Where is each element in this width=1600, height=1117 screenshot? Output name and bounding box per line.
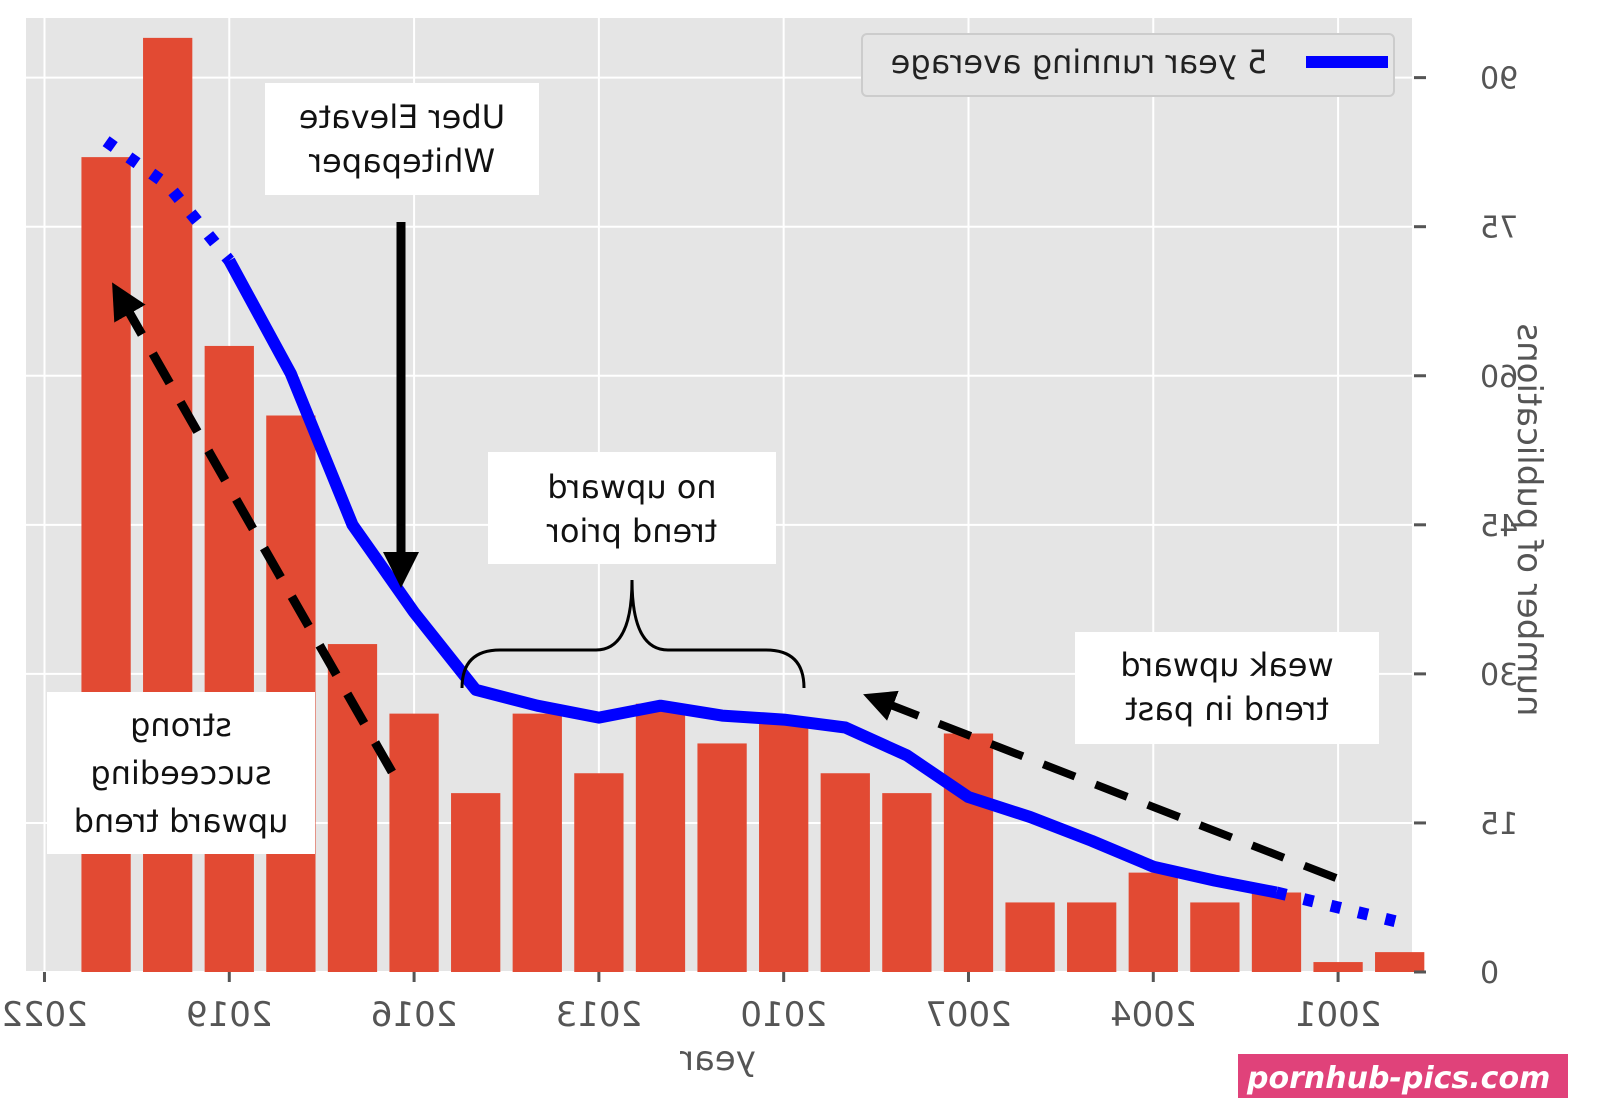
bar-2008: [882, 793, 932, 972]
bar-2000: [1375, 952, 1425, 972]
running-average-line: [224, 257, 1278, 899]
running-average-dotted-2: [1275, 886, 1402, 929]
annotation-line-2: Whitepaper: [308, 142, 495, 180]
bar-2007: [943, 733, 994, 972]
running-average-lines: [102, 136, 1402, 929]
x-tick-label: 2010: [740, 995, 827, 1035]
y-axis: 0 15 30 45 60 75 90: [1414, 62, 1518, 991]
bar-2012: [635, 703, 686, 972]
y-tick-label: 60: [1480, 360, 1518, 395]
annotation-box: [265, 83, 539, 195]
legend-label: 5 year running average: [891, 43, 1268, 81]
bar-2001: [1313, 962, 1363, 972]
x-tick-label: 2007: [925, 995, 1012, 1035]
y-tick-label: 90: [1480, 62, 1518, 97]
curly-brace: [460, 579, 806, 689]
y-axis-label: number of publications: [1509, 323, 1549, 716]
x-axis-label: year: [680, 1039, 756, 1079]
annotation-line-1: strong: [130, 706, 232, 744]
annotation-line-2: trend in past: [1125, 690, 1329, 728]
annotation-line-1: Uber Elevate: [299, 98, 505, 136]
y-tick-label: 30: [1480, 658, 1518, 693]
annotation-box: [47, 692, 315, 854]
annotation-weak-upward-trend: weak upward trend in past: [1075, 632, 1379, 744]
bar-2019: [204, 345, 254, 972]
bar-2004: [1128, 872, 1178, 972]
watermark-background: [1238, 1054, 1568, 1098]
annotation-line-2: trend prior: [546, 512, 717, 550]
legend: 5 year running average: [861, 33, 1395, 97]
y-tick-label: 0: [1480, 956, 1499, 991]
bar-2016: [389, 713, 439, 972]
y-tick-label: 45: [1480, 509, 1518, 544]
bar-2014: [512, 713, 562, 972]
running-average-dotted-1: [102, 136, 234, 265]
bar-2011: [697, 743, 747, 972]
watermark: pornhub-pics.com: [1238, 1054, 1568, 1098]
x-tick-label: 2019: [186, 995, 273, 1035]
bar-2017: [327, 644, 378, 972]
x-tick-label: 2016: [371, 995, 458, 1035]
weak-trend-arrow: [863, 690, 1338, 882]
bar-2009: [820, 773, 870, 972]
bar-2003: [1190, 902, 1240, 972]
annotation-uber-elevate: Uber Elevate Whitepaper: [265, 83, 539, 195]
annotation-line-1: no upward: [547, 468, 716, 506]
y-tick-label: 15: [1480, 807, 1518, 842]
bar-2015: [451, 793, 501, 972]
x-tick-label: 2004: [1110, 995, 1197, 1035]
bar-2005: [1067, 902, 1117, 972]
annotation-line-3: upward trend: [74, 802, 289, 840]
y-tick-label: 75: [1480, 211, 1518, 246]
x-tick-label: 2013: [556, 995, 643, 1035]
annotation-line-2: succeeding: [90, 754, 271, 792]
x-axis: 2022 2019 2016 2013 2010 2007 2004 2001: [1, 972, 1381, 1035]
annotation-strong-upward-trend: strong succeeding upward trend: [47, 692, 315, 854]
annotation-no-upward-trend: no upward trend prior: [488, 452, 776, 564]
bar-2002: [1251, 892, 1302, 972]
strong-trend-arrow: [112, 282, 396, 775]
bar-2010: [759, 723, 809, 972]
annotation-line-1: weak upward: [1120, 646, 1333, 684]
x-tick-label: 2001: [1295, 995, 1382, 1035]
annotation-box: [1075, 632, 1379, 744]
bar-2013: [574, 773, 624, 972]
watermark-text: pornhub-pics.com: [1246, 1061, 1550, 1096]
annotation-box: [488, 452, 776, 564]
bar-2006: [1005, 902, 1055, 972]
legend-box: [861, 33, 1395, 97]
x-tick-label: 2022: [1, 995, 88, 1035]
